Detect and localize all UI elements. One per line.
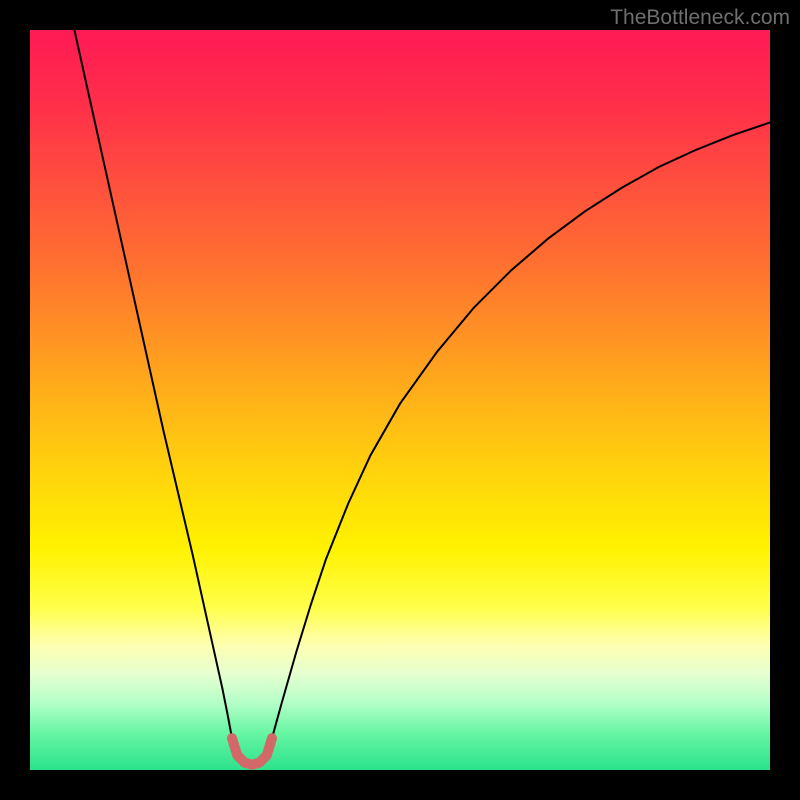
chart-svg	[30, 30, 770, 770]
chart-background	[30, 30, 770, 770]
watermark-label: TheBottleneck.com	[610, 6, 790, 30]
bottleneck-chart	[30, 30, 770, 770]
